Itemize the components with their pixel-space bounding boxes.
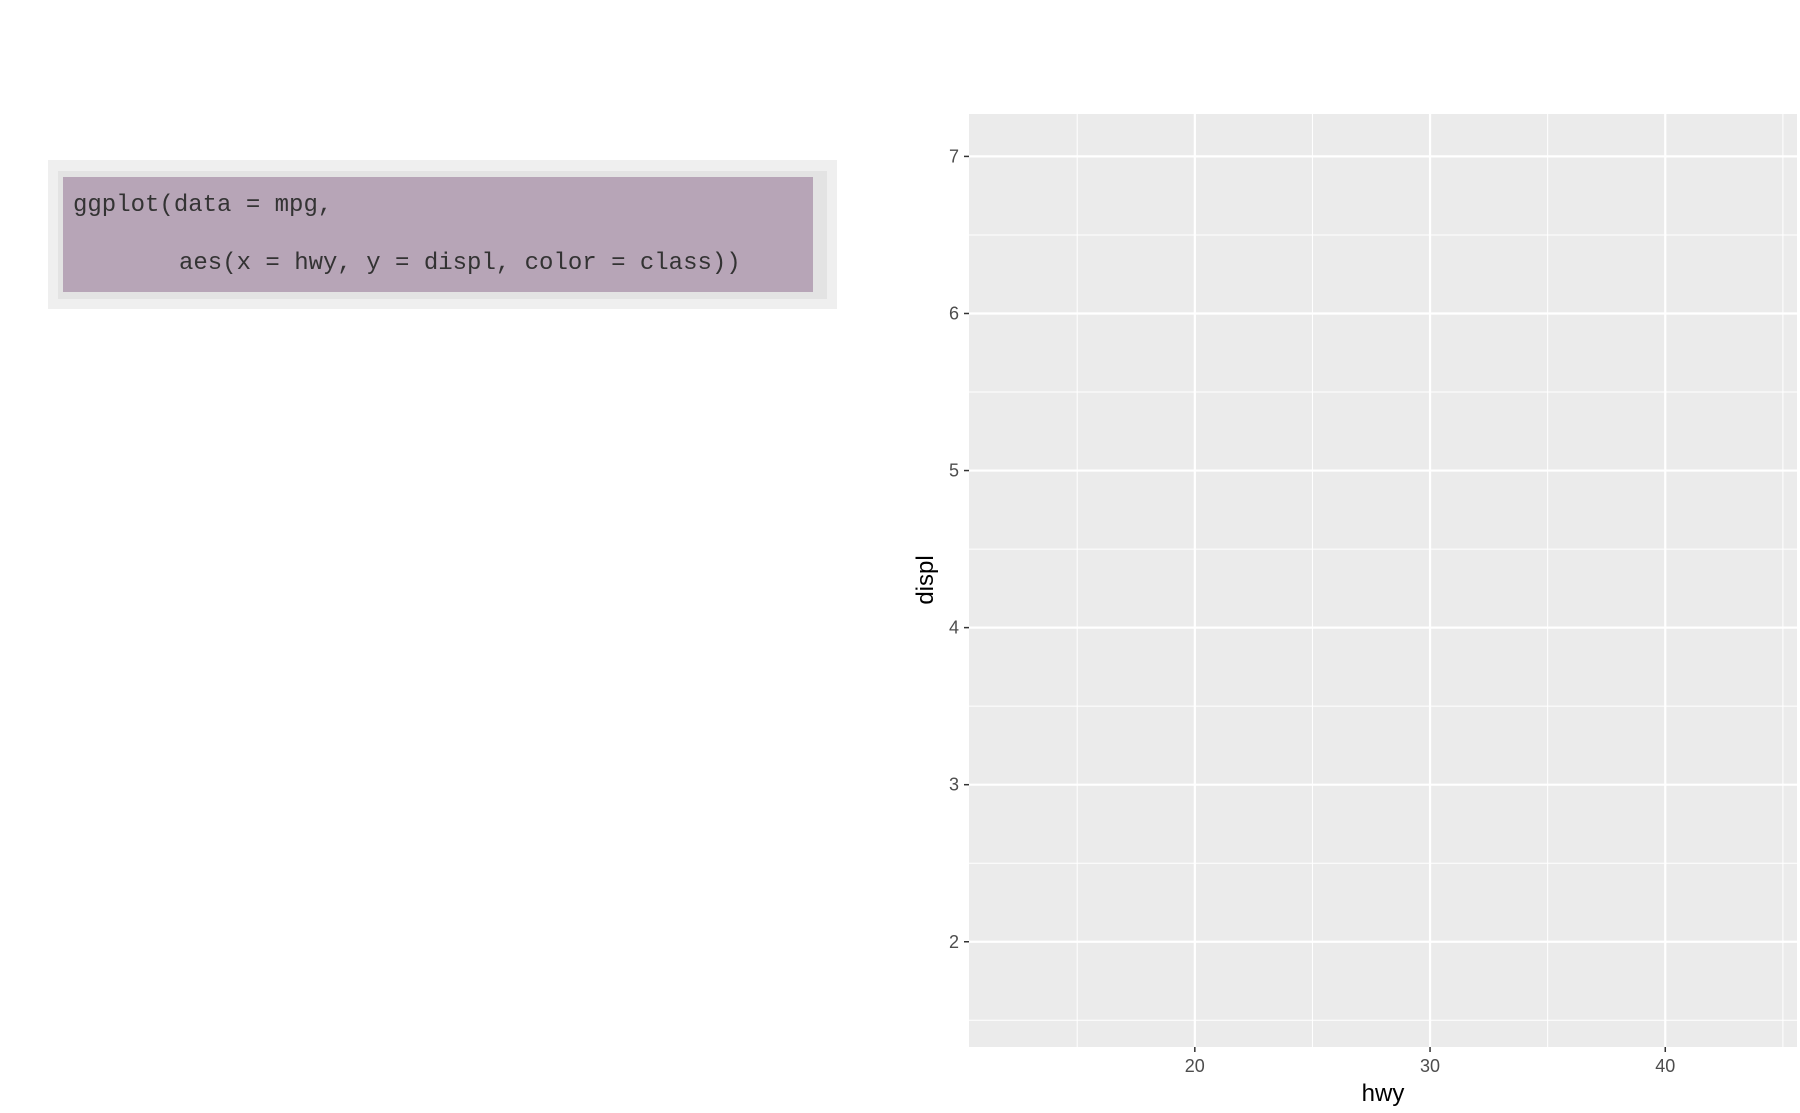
y-tick-label: 2	[949, 932, 959, 952]
code-line: aes(x = hwy, y = displ, color = class))	[179, 250, 741, 277]
y-tick-label: 7	[949, 146, 959, 166]
y-tick-label: 4	[949, 618, 959, 638]
x-tick-label: 20	[1185, 1056, 1205, 1076]
x-tick-label: 40	[1655, 1056, 1675, 1076]
code-block: ggplot(data = mpg, aes(x = hwy, y = disp…	[63, 177, 813, 292]
x-tick-label: 30	[1420, 1056, 1440, 1076]
plot-panel	[969, 114, 1797, 1047]
y-tick-label: 3	[949, 775, 959, 795]
y-tick-label: 5	[949, 461, 959, 481]
y-tick-label: 6	[949, 303, 959, 323]
x-axis-title: hwy	[1362, 1080, 1405, 1107]
code-box: ggplot(data = mpg, aes(x = hwy, y = disp…	[48, 160, 837, 309]
code-frame: ggplot(data = mpg, aes(x = hwy, y = disp…	[58, 171, 827, 299]
code-line: ggplot(data = mpg,	[73, 192, 333, 219]
y-axis-title: displ	[912, 555, 939, 604]
